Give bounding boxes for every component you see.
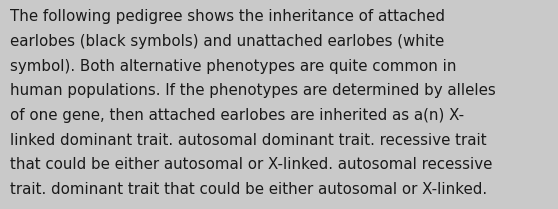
Text: that could be either autosomal or X-linked. autosomal recessive: that could be either autosomal or X-link… [10, 157, 492, 172]
Text: of one gene, then attached earlobes are inherited as a(n) X-: of one gene, then attached earlobes are … [10, 108, 464, 123]
Text: trait. dominant trait that could be either autosomal or X-linked.: trait. dominant trait that could be eith… [10, 182, 487, 197]
Text: The following pedigree shows the inheritance of attached: The following pedigree shows the inherit… [10, 9, 445, 24]
Text: human populations. If the phenotypes are determined by alleles: human populations. If the phenotypes are… [10, 83, 496, 98]
Text: earlobes (black symbols) and unattached earlobes (white: earlobes (black symbols) and unattached … [10, 34, 444, 49]
Text: linked dominant trait. autosomal dominant trait. recessive trait: linked dominant trait. autosomal dominan… [10, 133, 487, 148]
Text: symbol). Both alternative phenotypes are quite common in: symbol). Both alternative phenotypes are… [10, 59, 456, 74]
